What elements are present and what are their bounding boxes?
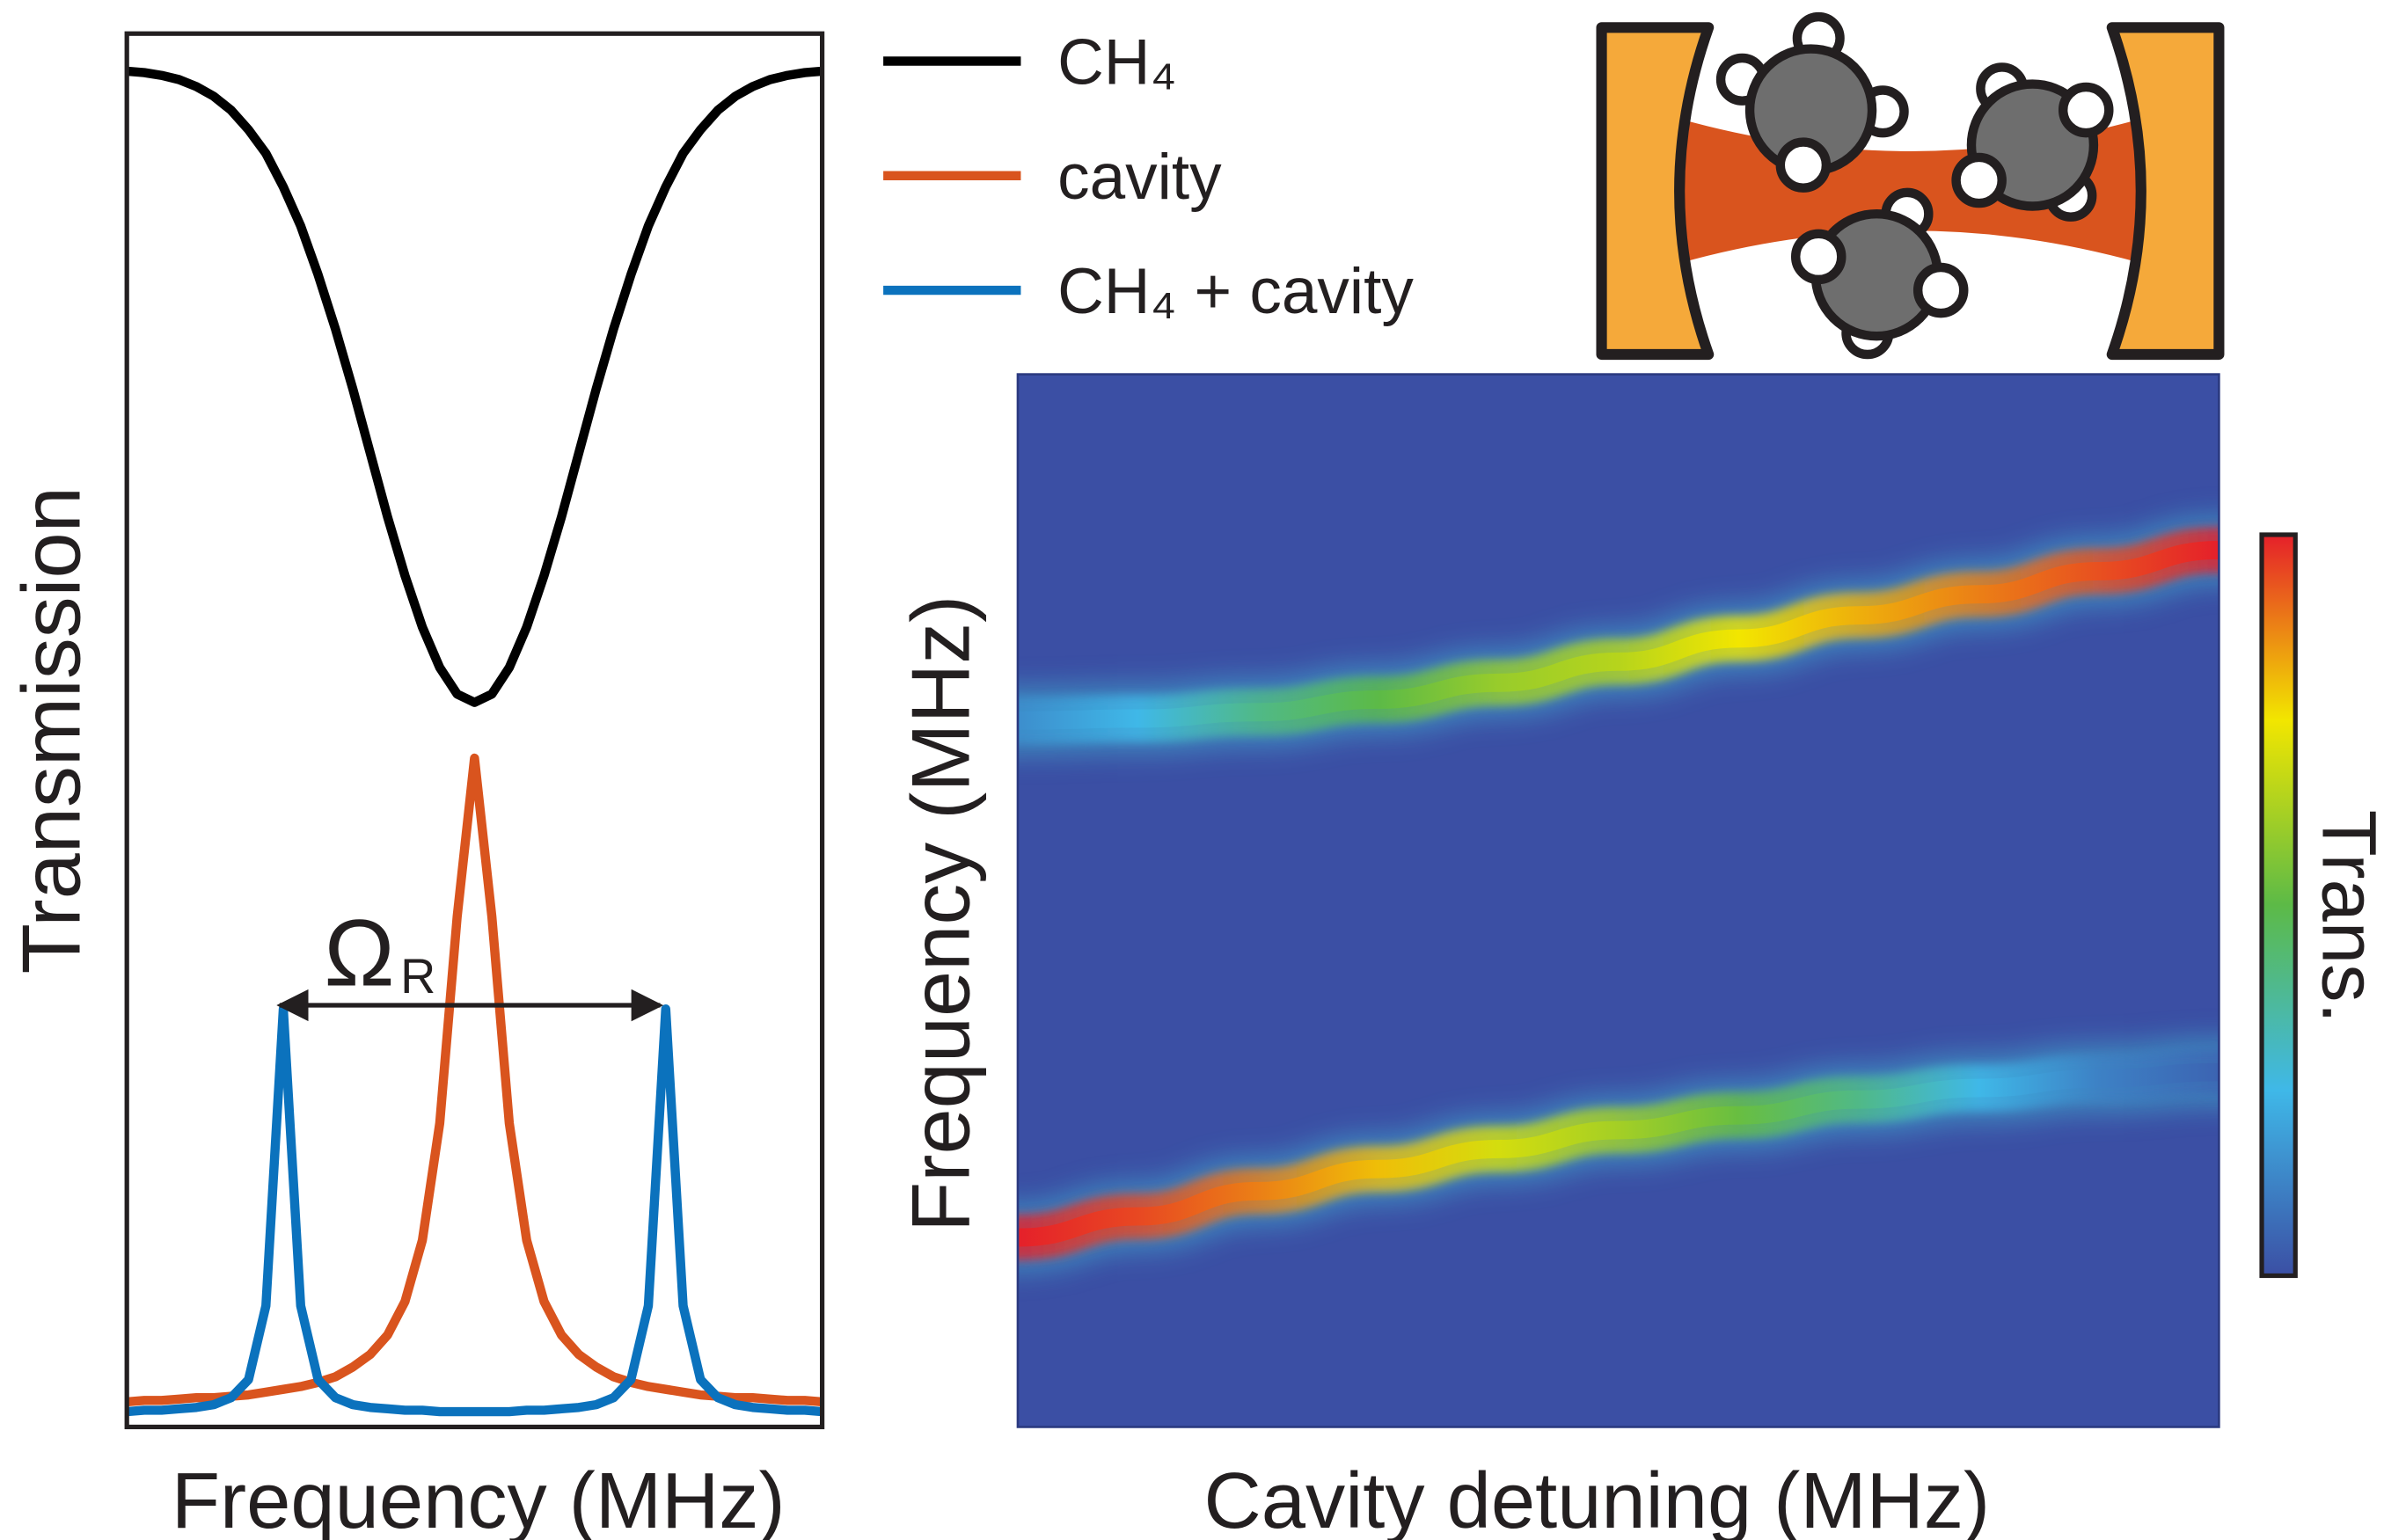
molecule xyxy=(1951,62,2114,222)
legend-label: CH₄ xyxy=(1057,27,1176,99)
colorbar-label: Trans. xyxy=(2307,810,2384,1024)
spectrum-plot xyxy=(126,66,823,1417)
y-axis-label: Frequency (MHz) xyxy=(894,595,986,1232)
heatmap-background xyxy=(1017,374,2219,1427)
series-line xyxy=(126,1004,823,1417)
x-axis-label: Cavity detuning (MHz) xyxy=(1204,1456,1991,1540)
heatmap xyxy=(1017,516,2219,1272)
x-axis-label: Frequency (MHz) xyxy=(172,1456,786,1540)
mirror xyxy=(2106,22,2225,361)
colorbar xyxy=(2259,532,2298,1279)
branch-core xyxy=(1017,541,2219,730)
annotation-symbol: Ω xyxy=(324,900,395,1005)
series-line xyxy=(126,66,823,707)
legend-label: cavity xyxy=(1057,142,1222,213)
legend: CH₄ cavity CH₄ + cavity xyxy=(883,27,1414,327)
heatmap-frame xyxy=(1016,373,2220,1428)
molecule xyxy=(1790,187,1969,360)
molecule xyxy=(1715,11,1909,193)
legend-label: CH₄ + cavity xyxy=(1057,256,1414,327)
branch-core xyxy=(1017,1062,2219,1247)
plot-frame xyxy=(124,31,825,1430)
cavity-illustration xyxy=(1596,11,2225,361)
series-line xyxy=(126,753,823,1407)
annotation-subscript: R xyxy=(400,949,435,1004)
y-axis-label: Transmission xyxy=(4,486,97,974)
mirror xyxy=(1596,22,1715,361)
